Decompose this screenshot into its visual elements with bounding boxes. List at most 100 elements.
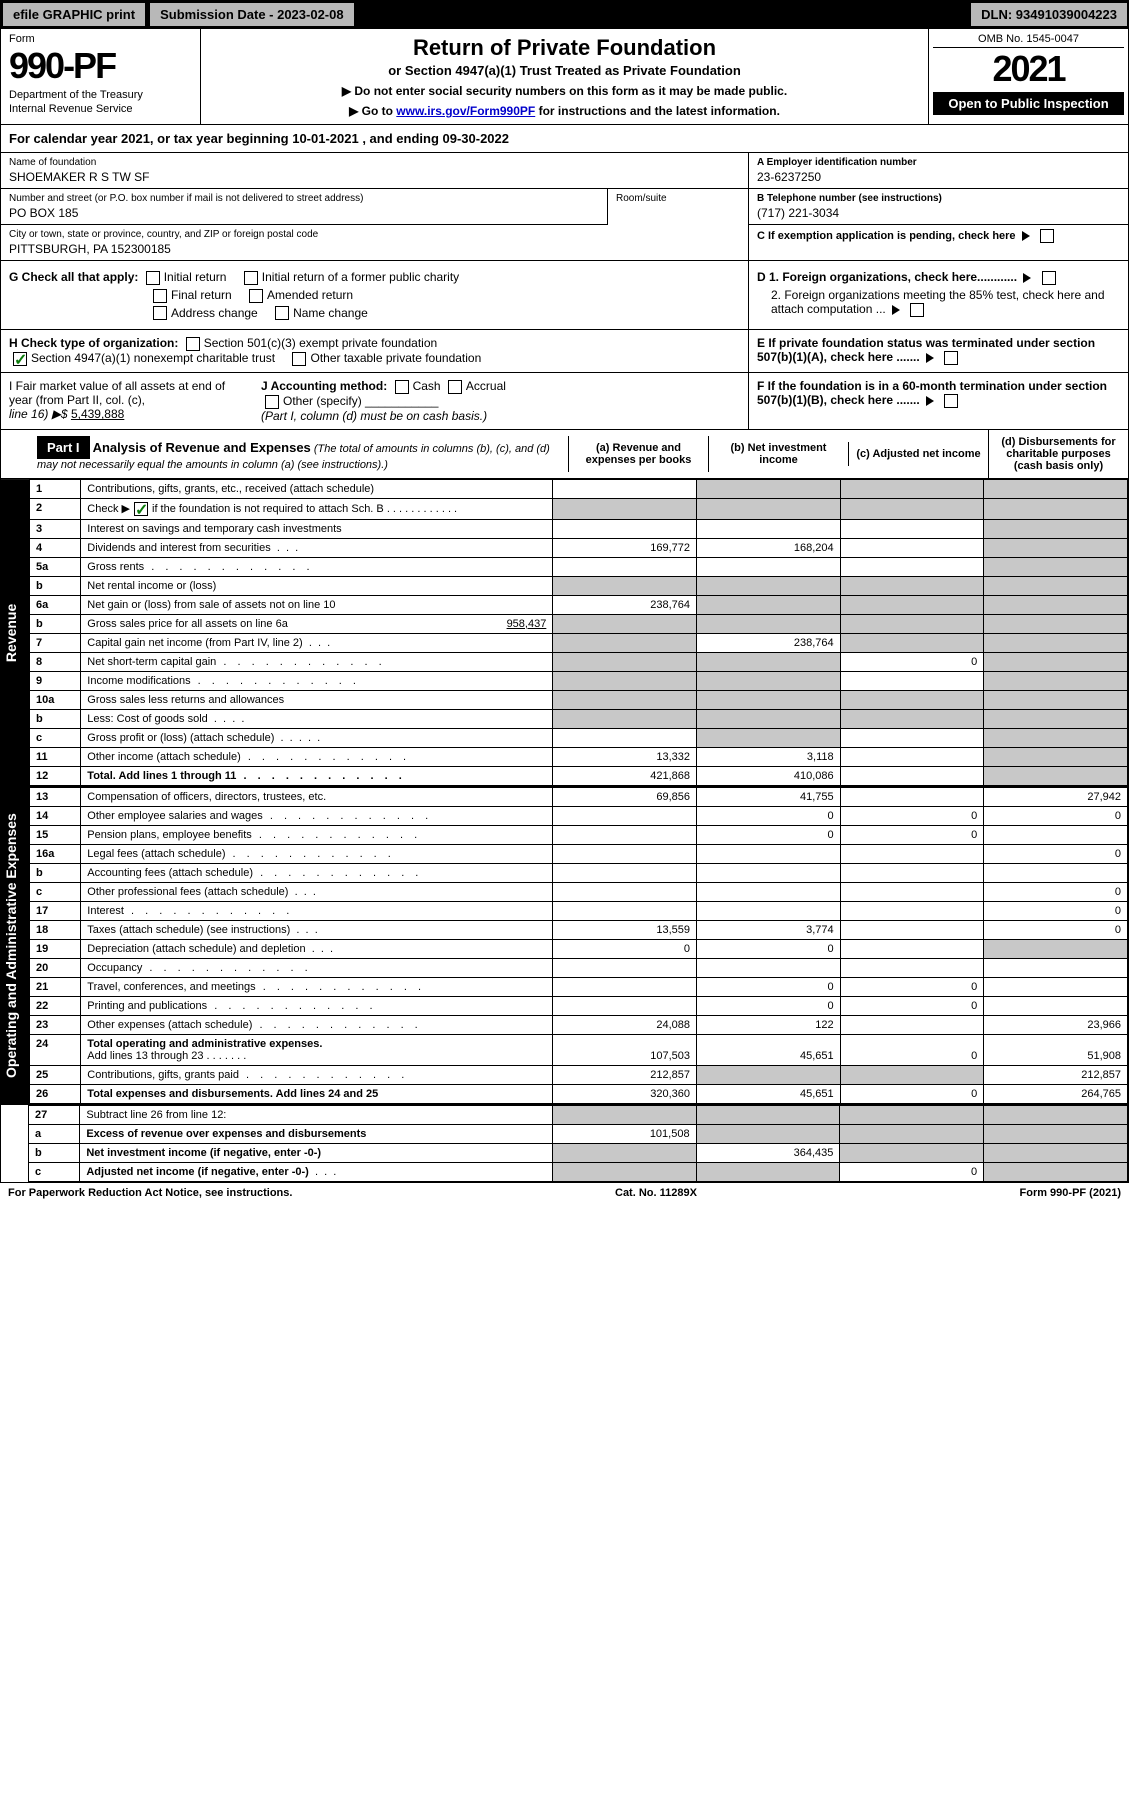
form-header: Form 990-PF Department of the Treasury I… [0, 29, 1129, 125]
ein-cell: A Employer identification number 23-6237… [749, 153, 1128, 189]
table-row: 19Depreciation (attach schedule) and dep… [30, 939, 1128, 958]
r27b-b: 364,435 [696, 1143, 840, 1162]
open-public-badge: Open to Public Inspection [933, 92, 1124, 115]
col-c-header: (c) Adjusted net income [848, 442, 988, 466]
initial-return-checkbox[interactable] [146, 271, 160, 285]
form-subtitle: or Section 4947(a)(1) Trust Treated as P… [213, 63, 916, 78]
table-row: aExcess of revenue over expenses and dis… [29, 1124, 1128, 1143]
arrow-icon [892, 305, 900, 315]
j-other-checkbox[interactable] [265, 395, 279, 409]
h-501c3-checkbox[interactable] [186, 337, 200, 351]
j-cash-checkbox[interactable] [395, 380, 409, 394]
row-22-desc: Printing and publications [81, 996, 553, 1015]
expenses-table: 13Compensation of officers, directors, t… [29, 787, 1128, 1104]
r4-b: 168,204 [696, 538, 840, 557]
name-label: Name of foundation [9, 157, 740, 168]
section-g-d: G Check all that apply: Initial return I… [0, 261, 1129, 330]
form990pf-link[interactable]: www.irs.gov/Form990PF [396, 104, 535, 118]
r19-b: 0 [696, 939, 840, 958]
row-6a-desc: Net gain or (loss) from sale of assets n… [81, 595, 553, 614]
r23-d: 23,966 [984, 1015, 1128, 1034]
f-checkbox[interactable] [944, 394, 958, 408]
e-checkbox[interactable] [944, 351, 958, 365]
footer-formref: Form 990-PF (2021) [1020, 1187, 1121, 1199]
table-row: 1Contributions, gifts, grants, etc., rec… [30, 479, 1128, 498]
table-row: 13Compensation of officers, directors, t… [30, 787, 1128, 806]
j-accrual-checkbox[interactable] [448, 380, 462, 394]
top-bar: efile GRAPHIC print Submission Date - 20… [0, 0, 1129, 29]
table-row: 10aGross sales less returns and allowanc… [30, 690, 1128, 709]
address-change-checkbox[interactable] [153, 306, 167, 320]
table-row: 17Interest0 [30, 901, 1128, 920]
form-year-block: OMB No. 1545-0047 2021 Open to Public In… [928, 29, 1128, 124]
ein-label: A Employer identification number [757, 157, 1120, 168]
form-title-block: Return of Private Foundation or Section … [201, 29, 928, 124]
r18-a: 13,559 [553, 920, 697, 939]
table-row: 27Subtract line 26 from line 12: [29, 1105, 1128, 1124]
arrow-icon [926, 353, 934, 363]
arrow-icon [1023, 273, 1031, 283]
r11-b: 3,118 [696, 747, 840, 766]
r15-c: 0 [840, 825, 984, 844]
g-label: G Check all that apply: [9, 270, 138, 284]
address-value: PO BOX 185 [9, 206, 599, 220]
initial-return-label: Initial return [164, 270, 227, 284]
phone-cell: B Telephone number (see instructions) (7… [749, 189, 1128, 225]
amended-return-label: Amended return [267, 288, 353, 302]
table-row: bNet rental income or (loss) [30, 576, 1128, 595]
ein-value: 23-6237250 [757, 170, 1120, 184]
part1-badge: Part I [37, 436, 90, 459]
city-label: City or town, state or province, country… [9, 229, 740, 240]
r14-c: 0 [840, 806, 984, 825]
final-return-checkbox[interactable] [153, 289, 167, 303]
calendar-year-row: For calendar year 2021, or tax year begi… [0, 125, 1129, 153]
name-change-checkbox[interactable] [275, 306, 289, 320]
row-19-desc: Depreciation (attach schedule) and deple… [81, 939, 553, 958]
r22-c: 0 [840, 996, 984, 1015]
foundation-name: SHOEMAKER R S TW SF [9, 170, 740, 184]
r25-a: 212,857 [553, 1065, 697, 1084]
row-21-desc: Travel, conferences, and meetings [81, 977, 553, 996]
expenses-section: Operating and Administrative Expenses 13… [0, 787, 1129, 1105]
entity-info-grid: Name of foundation SHOEMAKER R S TW SF N… [0, 153, 1129, 261]
h-4947-checkbox[interactable] [13, 352, 27, 366]
table-row: 16aLegal fees (attach schedule)0 [30, 844, 1128, 863]
goto-note: ▶ Go to www.irs.gov/Form990PF for instru… [213, 104, 916, 118]
table-row: 24Total operating and administrative exp… [30, 1034, 1128, 1065]
table-row: 6aNet gain or (loss) from sale of assets… [30, 595, 1128, 614]
row-23-desc: Other expenses (attach schedule) [81, 1015, 553, 1034]
r15-b: 0 [696, 825, 840, 844]
row-4-desc: Dividends and interest from securities .… [81, 538, 553, 557]
footer-paperwork: For Paperwork Reduction Act Notice, see … [8, 1187, 292, 1199]
room-suite-cell: Room/suite [608, 189, 748, 225]
d1-checkbox[interactable] [1042, 271, 1056, 285]
table-row: 8Net short-term capital gain0 [30, 652, 1128, 671]
row-16a-desc: Legal fees (attach schedule) [81, 844, 553, 863]
schb-checkbox[interactable] [134, 502, 148, 516]
row-10c-desc: Gross profit or (loss) (attach schedule)… [81, 728, 553, 747]
d2-checkbox[interactable] [910, 303, 924, 317]
exemption-checkbox[interactable] [1040, 229, 1054, 243]
r13-b: 41,755 [696, 787, 840, 806]
expenses-side-label: Operating and Administrative Expenses [1, 787, 29, 1104]
row-17-desc: Interest [81, 901, 553, 920]
row-27a-desc: Excess of revenue over expenses and disb… [80, 1124, 552, 1143]
h-other-checkbox[interactable] [292, 352, 306, 366]
r4-a: 169,772 [553, 538, 697, 557]
r14-b: 0 [696, 806, 840, 825]
amended-return-checkbox[interactable] [249, 289, 263, 303]
i-line-prefix: line 16) ▶$ [9, 407, 71, 421]
initial-former-checkbox[interactable] [244, 271, 258, 285]
table-row: 9Income modifications [30, 671, 1128, 690]
r16c-d: 0 [984, 882, 1128, 901]
row-14-desc: Other employee salaries and wages [81, 806, 553, 825]
row-27b-desc: Net investment income (if negative, ente… [80, 1143, 552, 1162]
row-27-desc: Subtract line 26 from line 12: [80, 1105, 552, 1124]
ssn-note: ▶ Do not enter social security numbers o… [213, 84, 916, 98]
efile-print-button[interactable]: efile GRAPHIC print [2, 2, 146, 27]
row-3-desc: Interest on savings and temporary cash i… [81, 519, 553, 538]
row-8-desc: Net short-term capital gain [81, 652, 553, 671]
r17-d: 0 [984, 901, 1128, 920]
goto-suffix: for instructions and the latest informat… [539, 104, 780, 118]
col-a-header: (a) Revenue and expenses per books [568, 436, 708, 472]
